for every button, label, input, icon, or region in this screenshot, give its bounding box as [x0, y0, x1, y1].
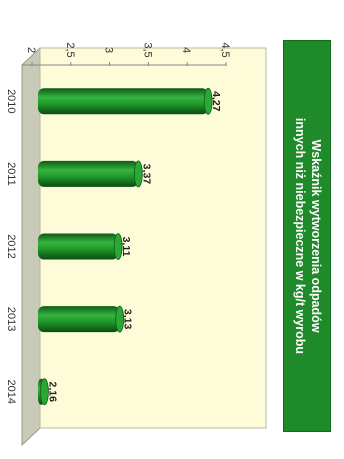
bars: 4,27 3,37 3,11 3,13 2,16 [38, 87, 222, 406]
bar-cap [40, 378, 49, 406]
data-label: 4,27 [210, 91, 222, 112]
data-label: 3,13 [122, 309, 134, 330]
value-tick-label: 3,5 [141, 42, 153, 57]
value-tick-label: 2 [25, 47, 37, 53]
data-label: 3,37 [140, 164, 152, 185]
category-label: 2011 [5, 162, 17, 186]
category-label: 2014 [5, 379, 17, 403]
category-label: 2010 [5, 89, 17, 113]
category-label: 2013 [5, 307, 17, 331]
bar [38, 88, 209, 115]
bar-cap [133, 160, 143, 188]
value-tick-label: 4 [180, 47, 192, 53]
category-labels: 2010 2011 2012 2013 2014 [5, 89, 17, 404]
bar [38, 160, 139, 187]
value-tick-label: 4,5 [219, 42, 231, 57]
value-tick-label: 3 [103, 47, 115, 53]
data-label: 2,16 [46, 381, 58, 402]
chart-title-line2: innych niż niebezpieczne w kg/t wyrobu [293, 118, 307, 354]
value-tick-label: 2,5 [64, 42, 76, 57]
data-label: 3,11 [120, 237, 132, 257]
chart-title-banner: Wskaźnik wytworzenia odpadów innych niż … [283, 40, 331, 432]
bar [38, 306, 120, 333]
bar-cap [113, 233, 123, 260]
bar [38, 233, 119, 260]
category-label: 2012 [5, 234, 17, 258]
bar-cap [115, 305, 125, 333]
plot-side-wall [21, 46, 41, 447]
chart-title-line1: Wskaźnik wytworzenia odpadów [309, 139, 323, 332]
value-axis-ticks: 2 2,5 3 3,5 4 4,5 [25, 42, 231, 66]
bar-cap [203, 87, 213, 115]
